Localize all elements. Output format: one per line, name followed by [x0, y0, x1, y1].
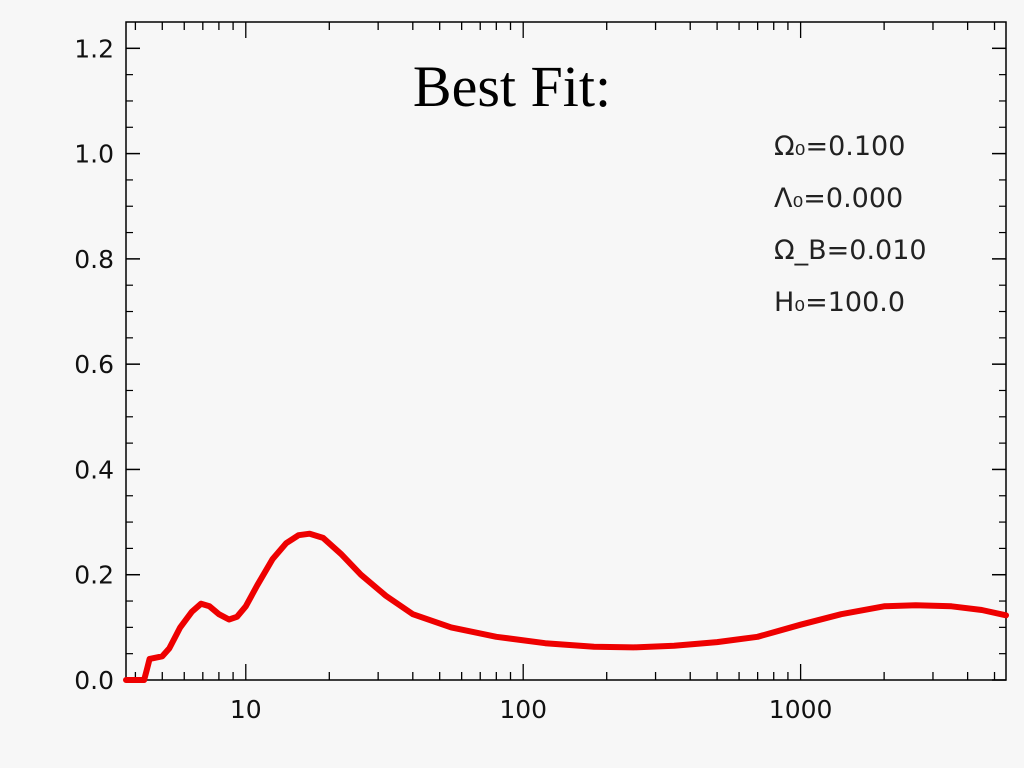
parameter-annotation: Ω_B=0.010: [774, 235, 927, 266]
x-tick-label: 10: [230, 695, 262, 724]
parameter-annotation: Λ₀=0.000: [774, 183, 903, 214]
y-tick-labels: 0.0 0.2 0.4 0.6 0.8 1.0 1.2: [74, 34, 114, 695]
y-tick-label: 0.6: [74, 350, 114, 379]
x-tick-labels: 10 100 1000: [230, 695, 833, 724]
x-tick-label: 100: [499, 695, 547, 724]
plot-frame: [125, 21, 1007, 681]
y-tick-label: 1.0: [74, 140, 114, 169]
chart-title: Best Fit:: [413, 54, 611, 119]
y-tick-label: 0.0: [74, 666, 114, 695]
parameter-annotations: Ω₀=0.100 Λ₀=0.000 Ω_B=0.010 H₀=100.0: [774, 131, 927, 318]
series-line: [123, 530, 1009, 683]
axis-ticks: [126, 22, 1006, 681]
y-tick-label: 0.4: [74, 455, 114, 484]
y-tick-label: 0.8: [74, 245, 114, 274]
parameter-annotation: Ω₀=0.100: [774, 131, 905, 162]
parameter-annotation: H₀=100.0: [774, 287, 905, 318]
y-tick-label: 1.2: [74, 34, 114, 63]
x-tick-label: 1000: [769, 695, 833, 724]
y-tick-label: 0.2: [74, 561, 114, 590]
